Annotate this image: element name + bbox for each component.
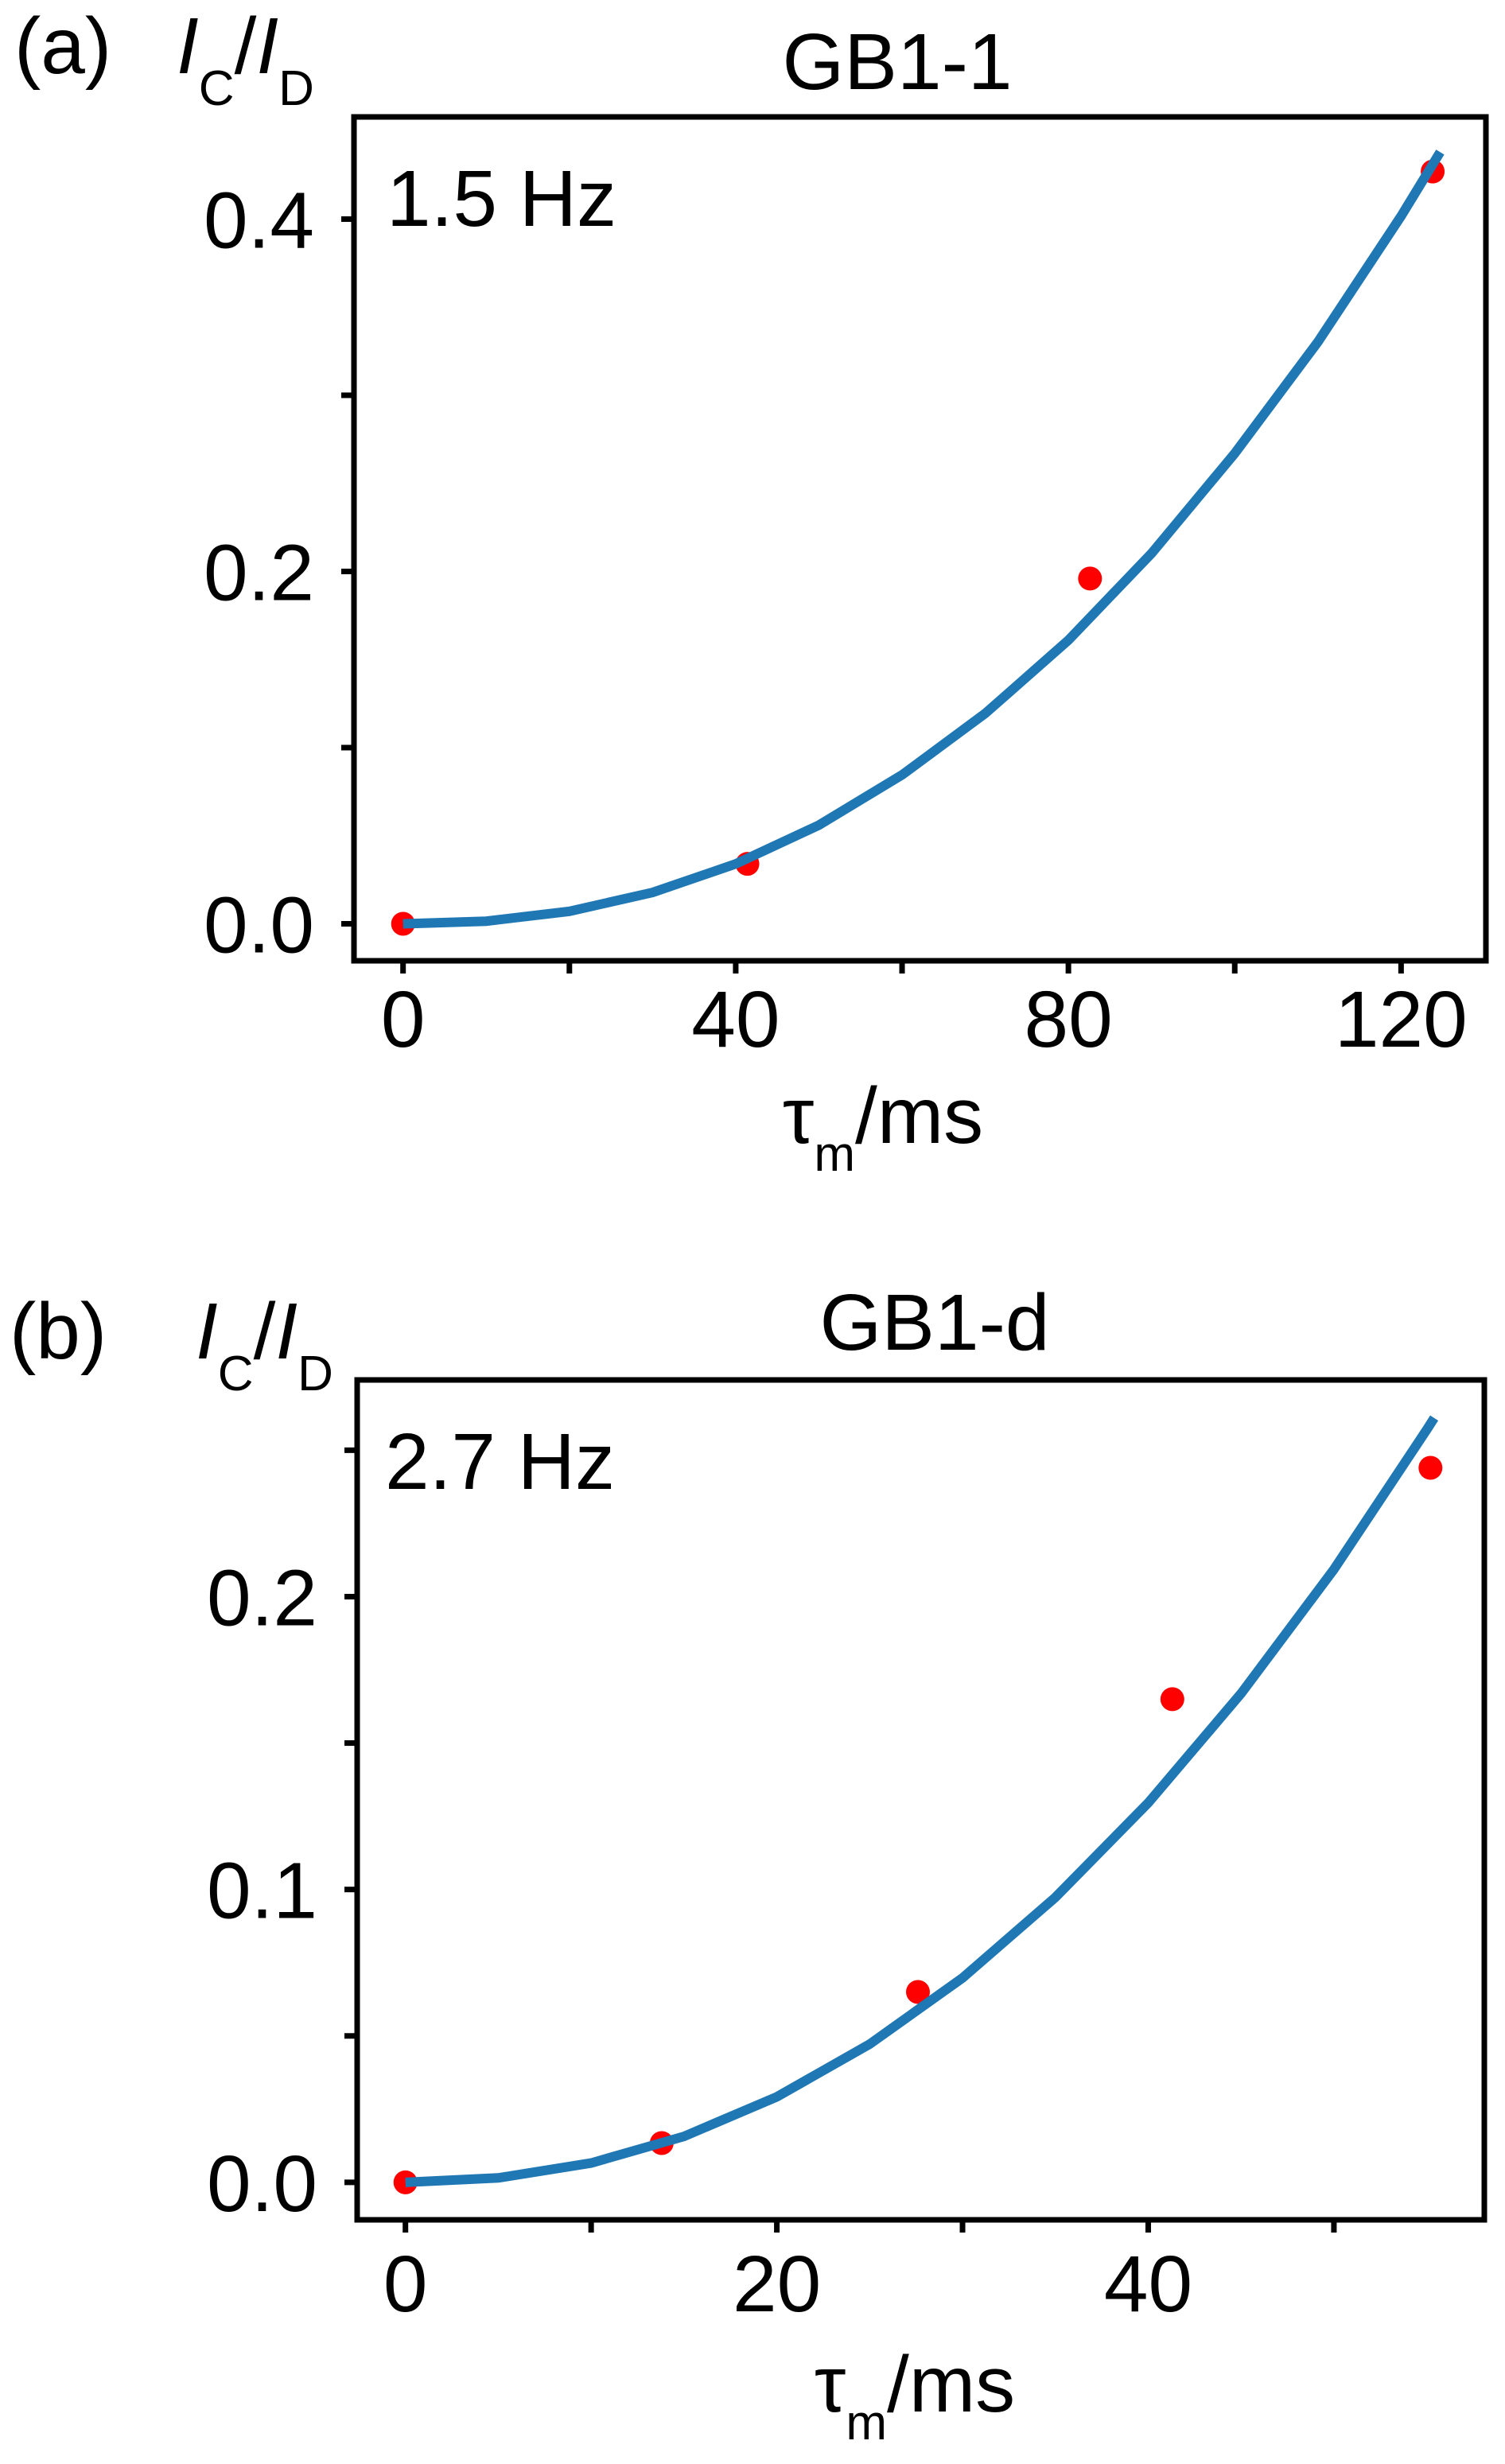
chart-title: GB1-d [819, 1278, 1049, 1367]
axes-frame [351, 114, 1489, 964]
x-label-sub: m [846, 2396, 887, 2450]
y-label-sub-1: C [199, 61, 235, 116]
y-label-sub-2: D [278, 61, 314, 116]
panel-a: (a) IC/ID GB1-1 1.5 Hz τm/ms 0 40 80 1200.0… [14, 2, 1489, 1182]
x-tick-label: 40 [1104, 2240, 1192, 2329]
x-axis-label: τm/ms [783, 1071, 983, 1182]
x-tick-label: 120 [1335, 975, 1468, 1064]
panel-label: (a) [14, 2, 111, 91]
panel-b: (b) IC/ID GB1-d 2.7 Hz τm/ms 0 20 400.00.1… [10, 1278, 1488, 2450]
x-tick-label: 20 [733, 2240, 821, 2329]
y-label-slash: / [235, 2, 257, 91]
data-point [391, 911, 415, 936]
fit-curve [405, 1415, 1439, 2187]
y-label-main-1: I [177, 2, 199, 91]
annotation: 2.7 Hz [385, 1417, 615, 1506]
x-label-main: τ [815, 2340, 846, 2429]
y-tick-label: 0.0 [207, 2139, 317, 2229]
y-tick-label: 0.4 [204, 176, 314, 265]
chart-title: GB1-1 [782, 17, 1012, 107]
y-axis-label: IC/ID [196, 1287, 333, 1401]
x-label-rest: /ms [887, 2340, 1015, 2429]
x-tick-label: 40 [691, 975, 780, 1064]
y-tick-label: 0.0 [204, 880, 314, 970]
y-label-sub-1: C [218, 1347, 254, 1401]
y-label-slash: / [254, 1287, 276, 1376]
tick-labels: 0 40 80 120 0.0 0.2 0.4 [204, 176, 1468, 1064]
data-point [905, 1980, 930, 2004]
x-tick-label: 0 [381, 975, 426, 1064]
x-label-main: τ [783, 1071, 815, 1160]
annotation: 1.5 Hz [387, 154, 616, 243]
y-tick-label: 0.2 [204, 528, 314, 617]
data-point [1078, 566, 1102, 591]
y-tick-label: 0.2 [207, 1553, 317, 1642]
x-label-rest: /ms [855, 1071, 983, 1160]
data-point [1418, 1455, 1443, 1480]
panel-label: (b) [10, 1287, 107, 1376]
y-label-main-2: I [256, 2, 278, 91]
x-axis-label: τm/ms [815, 2340, 1015, 2450]
y-tick-label: 0.1 [207, 1847, 317, 1936]
data-point [393, 2170, 418, 2194]
axes-frame [354, 1377, 1488, 2223]
y-label-sub-2: D [298, 1347, 333, 1401]
y-label-main-2: I [275, 1287, 298, 1376]
tick-labels: 0 20 40 0.0 0.1 0.2 [207, 1553, 1192, 2329]
x-label-sub: m [814, 1127, 855, 1182]
plot-area [344, 1377, 1488, 2233]
fit-curve [402, 150, 1445, 929]
data-point [1160, 1687, 1184, 1712]
x-tick-label: 80 [1025, 975, 1113, 1064]
y-label-main-1: I [196, 1287, 218, 1376]
y-axis-label: IC/ID [177, 2, 314, 116]
plot-area [341, 114, 1489, 974]
x-tick-label: 0 [383, 2240, 428, 2329]
